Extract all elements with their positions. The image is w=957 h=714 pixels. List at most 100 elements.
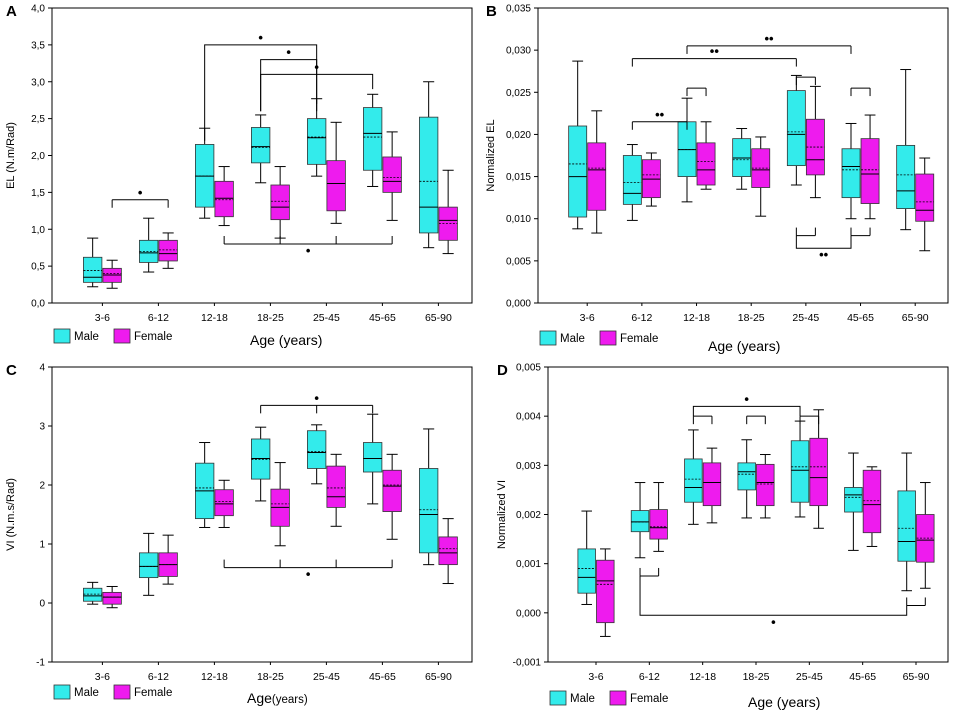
significance-marker: •• — [764, 31, 774, 46]
y-axis-title: Normalized VI — [496, 480, 508, 549]
box-body — [419, 116, 439, 234]
significance-bracket: •• — [631, 44, 797, 67]
significance-marker: • — [286, 45, 291, 60]
legend-label-male: Male — [570, 693, 595, 705]
legend-label-female: Female — [630, 693, 668, 705]
significance-marker: •• — [819, 247, 829, 262]
y-tick-label: 0,004 — [516, 412, 541, 423]
box-male-65-90 — [419, 428, 439, 566]
x-category-label: 25-45 — [796, 671, 823, 683]
y-tick-label: 0,5 — [31, 262, 45, 273]
box-female-45-65 — [382, 131, 402, 221]
box-male-18-25 — [251, 114, 271, 184]
box-male-6-12 — [139, 217, 159, 273]
box-male-45-65 — [841, 122, 861, 220]
bracket-line — [260, 73, 374, 112]
y-tick-label: -0,001 — [513, 658, 542, 669]
significance-marker: • — [314, 59, 319, 74]
box-body — [897, 490, 916, 562]
box-female-12-18 — [214, 166, 234, 227]
y-tick-label: 0,020 — [506, 130, 531, 141]
significance-bracket — [795, 76, 816, 86]
significance-bracket — [850, 87, 871, 97]
x-category-label: 12-18 — [201, 312, 228, 324]
x-category-label: 25-45 — [792, 312, 819, 324]
box-body — [844, 487, 863, 513]
y-tick-label: 1 — [39, 540, 45, 551]
legend: Male Female — [539, 330, 658, 346]
box-body — [756, 463, 775, 507]
legend-swatch-male — [539, 330, 557, 346]
significance-bracket: • — [111, 185, 169, 208]
box-female-18-25 — [751, 136, 771, 217]
box-male-6-12 — [622, 144, 642, 221]
x-category-label: 25-45 — [313, 671, 340, 683]
y-tick-label: 0 — [39, 599, 45, 610]
box-body — [307, 430, 327, 469]
y-tick-label: 0,035 — [506, 4, 531, 15]
box-female-3-6 — [102, 585, 122, 609]
significance-bracket: • — [260, 59, 374, 112]
box-male-12-18 — [195, 442, 215, 528]
significance-bracket: • — [223, 236, 393, 258]
legend-swatch-male — [53, 684, 71, 700]
y-tick-label: 4,0 — [31, 4, 45, 15]
panel-label: C — [6, 362, 17, 379]
significance-marker: •• — [655, 107, 665, 122]
x-axis-title-unit: (years) — [733, 338, 780, 354]
x-category-label: 45-65 — [847, 312, 874, 324]
box-female-3-6 — [587, 110, 607, 234]
box-body — [326, 160, 346, 212]
box-body — [214, 489, 234, 517]
box-female-6-12 — [158, 534, 178, 585]
y-tick-label: 0,005 — [506, 256, 531, 267]
box-body — [915, 173, 935, 222]
legend: Male Female — [53, 328, 172, 344]
x-category-label: 65-90 — [425, 312, 452, 324]
y-axis-title: Normalized EL — [485, 119, 497, 191]
legend: Male Female — [549, 690, 668, 706]
bracket-line — [692, 405, 801, 417]
y-tick-label: 3 — [39, 422, 45, 433]
chart-panel-c: -1 0 1 2 3 4 3-6 6-12 12-18 18-25 25-45 45-65 65-90 •… — [5, 362, 473, 706]
box-male-25-45 — [307, 424, 327, 485]
box-body — [382, 156, 402, 193]
bracket-line — [639, 575, 908, 616]
y-tick-label: 2 — [39, 481, 45, 492]
box-male-65-90 — [897, 452, 916, 592]
x-axis-title-main: Age — [247, 690, 272, 706]
box-body — [251, 438, 271, 480]
x-category-label: 3-6 — [95, 671, 110, 683]
box-male-12-18 — [195, 127, 215, 219]
significance-bracket: •• — [631, 107, 688, 130]
box-female-45-65 — [382, 453, 402, 540]
plot-frame — [537, 7, 949, 304]
box-female-65-90 — [438, 169, 458, 255]
box-body — [83, 256, 103, 283]
x-category-label: 12-18 — [689, 671, 716, 683]
x-category-label: 6-12 — [631, 312, 652, 324]
box-male-45-65 — [363, 93, 383, 187]
x-category-label: 18-25 — [743, 671, 770, 683]
box-body — [577, 548, 596, 594]
significance-marker: • — [314, 390, 319, 405]
box-female-25-45 — [809, 409, 828, 529]
significance-bracket — [795, 227, 816, 237]
box-female-25-45 — [326, 453, 346, 527]
box-female-65-90 — [915, 157, 935, 252]
y-tick-label: 1,0 — [31, 225, 45, 236]
box-body — [363, 442, 383, 473]
box-male-45-65 — [844, 452, 863, 551]
x-category-label: 45-65 — [369, 312, 396, 324]
legend: Male Female — [53, 684, 172, 700]
x-category-label: 12-18 — [201, 671, 228, 683]
x-axis-title: Age (years) — [748, 694, 820, 710]
x-category-label: 25-45 — [313, 312, 340, 324]
y-tick-label: 0,010 — [506, 214, 531, 225]
box-body — [809, 437, 828, 507]
significance-marker: • — [138, 185, 143, 200]
legend-swatch-female — [609, 690, 627, 706]
box-female-25-45 — [805, 85, 825, 199]
box-female-3-6 — [596, 548, 615, 637]
